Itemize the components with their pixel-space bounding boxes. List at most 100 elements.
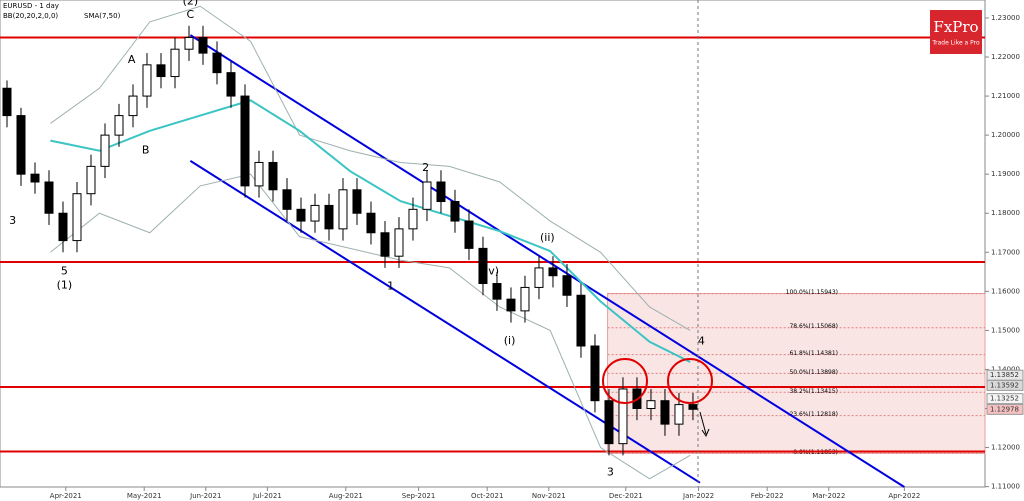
- x-tick-label: Feb-2022: [751, 492, 784, 500]
- candle-body: [646, 400, 656, 410]
- x-tick-label: Aug-2021: [329, 492, 363, 500]
- y-tick-label: 1.21000: [991, 92, 1020, 100]
- fib-label: 23.6%(1.12818): [789, 411, 838, 418]
- fib-label: 100.0%(1.15943): [786, 289, 838, 296]
- candle-body: [86, 165, 96, 195]
- candle-body: [198, 36, 208, 54]
- wave-label: B: [142, 144, 150, 157]
- candle-body: [184, 36, 194, 50]
- wave-label: 3: [9, 214, 16, 227]
- logo: [930, 10, 982, 54]
- price-marker-label: 1.13592: [990, 381, 1019, 389]
- price-marker-label: 1.13252: [990, 395, 1019, 403]
- candle-body: [590, 345, 600, 402]
- candle-body: [254, 161, 264, 187]
- wave-label: (iv): [481, 264, 499, 277]
- candle-body: [142, 64, 152, 97]
- candle-body: [450, 201, 460, 222]
- wave-label: 4: [698, 335, 705, 348]
- wave-label: (ii): [540, 231, 555, 244]
- x-tick-label: Sep-2021: [402, 492, 436, 500]
- x-tick-label: Nov-2021: [532, 492, 566, 500]
- candle-body: [352, 189, 362, 214]
- logo-name: FxPro: [933, 18, 978, 36]
- candle-body: [128, 95, 138, 117]
- candle-body: [562, 275, 572, 296]
- candle-body: [156, 64, 166, 78]
- wave-label: C: [187, 8, 195, 21]
- candle-body: [114, 115, 124, 136]
- x-tick-label: Jul-2021: [252, 492, 282, 500]
- candle-body: [534, 267, 544, 288]
- candle-body: [394, 228, 404, 257]
- indicator-label: BB(20,20,2,0,0): [3, 12, 58, 20]
- highlight-circle: [667, 358, 713, 404]
- y-tick-label: 1.11000: [991, 483, 1020, 491]
- candle-body: [240, 95, 250, 187]
- x-tick-label: Oct-2021: [471, 492, 503, 500]
- candle-body: [282, 189, 292, 210]
- plot-frame: [0, 0, 986, 488]
- x-tick-label: Mar-2022: [812, 492, 845, 500]
- fib-label: 38.2%(1.13415): [789, 388, 838, 395]
- sma-line: [50, 99, 691, 363]
- candle-body: [212, 52, 222, 74]
- candle-body: [604, 400, 614, 445]
- y-tick-label: 1.23000: [991, 14, 1020, 22]
- candle-body: [618, 388, 628, 445]
- bollinger-lower: [50, 173, 691, 480]
- layer: 100.0%(1.15943) 78.6%(1.15068) 61.8%(1.143…: [0, 0, 986, 488]
- channel-line: [189, 34, 905, 488]
- wave-label: (i): [504, 334, 516, 347]
- candle-body: [268, 161, 278, 191]
- price-marker-label: 1.12978: [990, 405, 1019, 413]
- candle-body: [436, 181, 446, 203]
- candle-body: [296, 208, 306, 222]
- candle-body: [30, 173, 40, 183]
- highlight-circle: [602, 358, 648, 404]
- price-marker: [986, 403, 1024, 415]
- candle-body: [506, 298, 516, 312]
- candle-body: [324, 204, 334, 230]
- y-tick-label: 1.16000: [991, 287, 1020, 295]
- wave-label: 1: [387, 280, 394, 293]
- channel-line: [189, 160, 701, 484]
- wave-label: 4: [16, 144, 23, 157]
- wave-label: 5: [61, 264, 68, 277]
- candle-body: [72, 193, 82, 242]
- y-tick-label: 1.19000: [991, 170, 1020, 178]
- fib-label: 61.8%(1.14381): [789, 350, 838, 357]
- chart-title: EURUSD - 1 day: [3, 2, 59, 10]
- candle-body: [492, 283, 502, 300]
- candle-body: [478, 247, 488, 285]
- y-tick-label: 1.20000: [991, 131, 1020, 139]
- candle-body: [688, 404, 698, 410]
- candle-body: [674, 404, 684, 425]
- price-marker: [986, 379, 1024, 391]
- wave-label: (2): [183, 0, 199, 8]
- candle-body: [58, 212, 68, 242]
- candle-body: [660, 400, 670, 425]
- candle-body: [2, 87, 12, 117]
- x-tick-label: Apr-2021: [50, 492, 82, 500]
- forecast-arrow: [699, 411, 710, 438]
- price-marker: [986, 393, 1024, 405]
- candle-body: [310, 204, 320, 222]
- wave-label: (1): [57, 278, 73, 291]
- logo-tagline: Trade Like a Pro: [931, 40, 980, 47]
- x-tick-label: Apr-2022: [888, 492, 920, 500]
- candle-body: [576, 294, 586, 347]
- candle-body: [366, 212, 376, 234]
- x-tick-label: Dec-2021: [609, 492, 643, 500]
- candle-body: [548, 267, 558, 277]
- y-tick-label: 1.15000: [991, 326, 1020, 334]
- x-tick-label: Jan-2022: [682, 492, 714, 500]
- x-tick-label: Jun-2021: [189, 492, 221, 500]
- candle-body: [338, 189, 348, 230]
- indicator-label: SMA(7,50): [84, 12, 121, 20]
- wave-label: A: [128, 53, 136, 66]
- wave-label: 2: [422, 161, 429, 174]
- y-tick-label: 1.18000: [991, 209, 1020, 217]
- candle-body: [44, 181, 54, 214]
